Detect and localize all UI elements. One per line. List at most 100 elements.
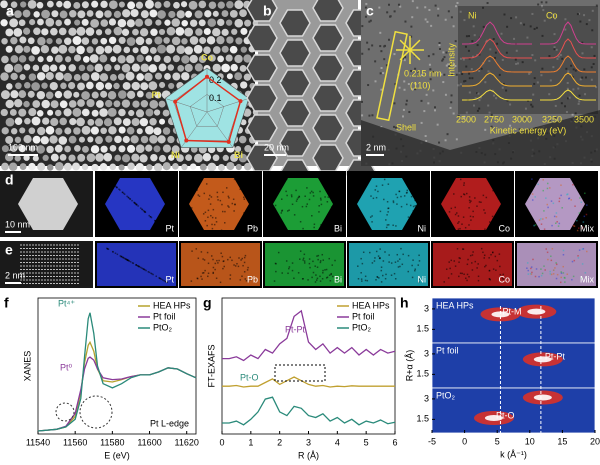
nanoparticle (243, 73, 252, 81)
lattice-noise (468, 35, 471, 38)
map-speckle (400, 205, 403, 208)
nanoparticle (59, 10, 68, 19)
map-speckle (225, 187, 228, 189)
map-speckle (445, 268, 448, 270)
lattice-noise (456, 1, 459, 4)
map-speckle (474, 197, 476, 199)
nanoparticle (158, 81, 166, 89)
lattice-noise (541, 34, 544, 37)
nanoparticle (50, 100, 59, 109)
map-speckle (552, 273, 555, 275)
lattice-noise (505, 89, 508, 92)
map-speckle (301, 205, 304, 208)
lattice-noise (414, 83, 417, 86)
lattice-noise (574, 112, 577, 115)
map-speckle (581, 248, 584, 250)
lattice-noise (536, 81, 539, 84)
lattice-noise (401, 57, 404, 60)
map-speckle (302, 278, 304, 280)
map-speckle (491, 215, 494, 218)
nanoparticle (154, 1, 162, 9)
hexagon-particle (312, 144, 344, 172)
map-speckle (227, 258, 229, 261)
map-speckle (211, 216, 214, 219)
map-speckle (297, 196, 300, 199)
inset-marker (55, 402, 75, 422)
map-speckle (418, 254, 420, 257)
map-speckle (218, 259, 220, 262)
map-speckle (196, 189, 198, 191)
map-speckle (147, 271, 150, 273)
nanoparticle (198, 0, 207, 9)
map-speckle (371, 215, 373, 217)
nanoparticle (221, 28, 229, 36)
nanoparticle (95, 10, 104, 19)
map-speckle (549, 273, 552, 275)
nanoparticle (234, 145, 242, 153)
radar-category: Bi (234, 150, 243, 160)
channel-label: Bi (334, 223, 342, 233)
lattice-noise (464, 79, 467, 82)
lattice-noise (570, 64, 573, 67)
map-speckle (206, 251, 209, 254)
nanoparticle (1, 55, 9, 64)
nanoparticle (72, 162, 80, 171)
nanoparticle (158, 100, 166, 108)
radar-area (174, 75, 242, 143)
map-speckle (200, 251, 203, 253)
lattice-noise (405, 99, 408, 102)
nanoparticle (95, 29, 103, 36)
map-speckle (232, 198, 235, 201)
map-speckle (244, 278, 247, 280)
nanoparticle (153, 54, 161, 63)
map-speckle (119, 255, 122, 257)
nanoparticle (131, 63, 140, 72)
nanoparticle (126, 19, 135, 28)
lattice-noise (401, 115, 404, 118)
map-speckle (555, 215, 558, 218)
nanoparticle (235, 163, 242, 171)
nanoparticle (140, 45, 149, 55)
nanoparticle (134, 18, 144, 27)
map-speckle (443, 281, 445, 283)
annotation: Pt-O (240, 372, 259, 382)
lattice-noise (380, 50, 383, 53)
nanoparticle (19, 163, 27, 170)
nanoparticle (145, 37, 153, 45)
map-band (433, 243, 512, 286)
nanoparticle (10, 128, 18, 135)
lattice-noise (540, 5, 543, 8)
map-speckle (229, 278, 231, 280)
map-speckle (209, 194, 211, 197)
map-speckle (450, 207, 453, 210)
nanoparticle (158, 28, 166, 36)
nanoparticle (50, 153, 59, 162)
nanoparticle (127, 144, 136, 153)
map-speckle (560, 194, 562, 197)
lattice-noise (368, 114, 371, 117)
map-speckle (577, 227, 580, 229)
map-speckle (369, 251, 371, 254)
map-speckle (412, 182, 414, 184)
lattice-noise (543, 19, 546, 22)
nanoparticle (118, 164, 125, 171)
nanoparticle (19, 127, 26, 134)
lattice-noise (471, 40, 474, 43)
x-tick-label: 5 (495, 436, 500, 446)
map-speckle (120, 255, 123, 258)
map-speckle (165, 229, 167, 231)
nanoparticle (127, 162, 135, 170)
lattice-noise (379, 72, 382, 75)
nanoparticle (91, 163, 99, 172)
map-speckle (406, 203, 408, 206)
map-speckle (125, 258, 128, 261)
lattice-noise (428, 63, 431, 66)
nanoparticle (69, 10, 77, 18)
nanoparticle (154, 36, 163, 45)
nanoparticle (167, 64, 175, 71)
map-speckle (397, 260, 399, 262)
lattice-noise (476, 109, 479, 112)
nanoparticle (13, 28, 23, 37)
x-tick-label: 11540 (26, 437, 50, 447)
lattice-noise (411, 88, 414, 91)
